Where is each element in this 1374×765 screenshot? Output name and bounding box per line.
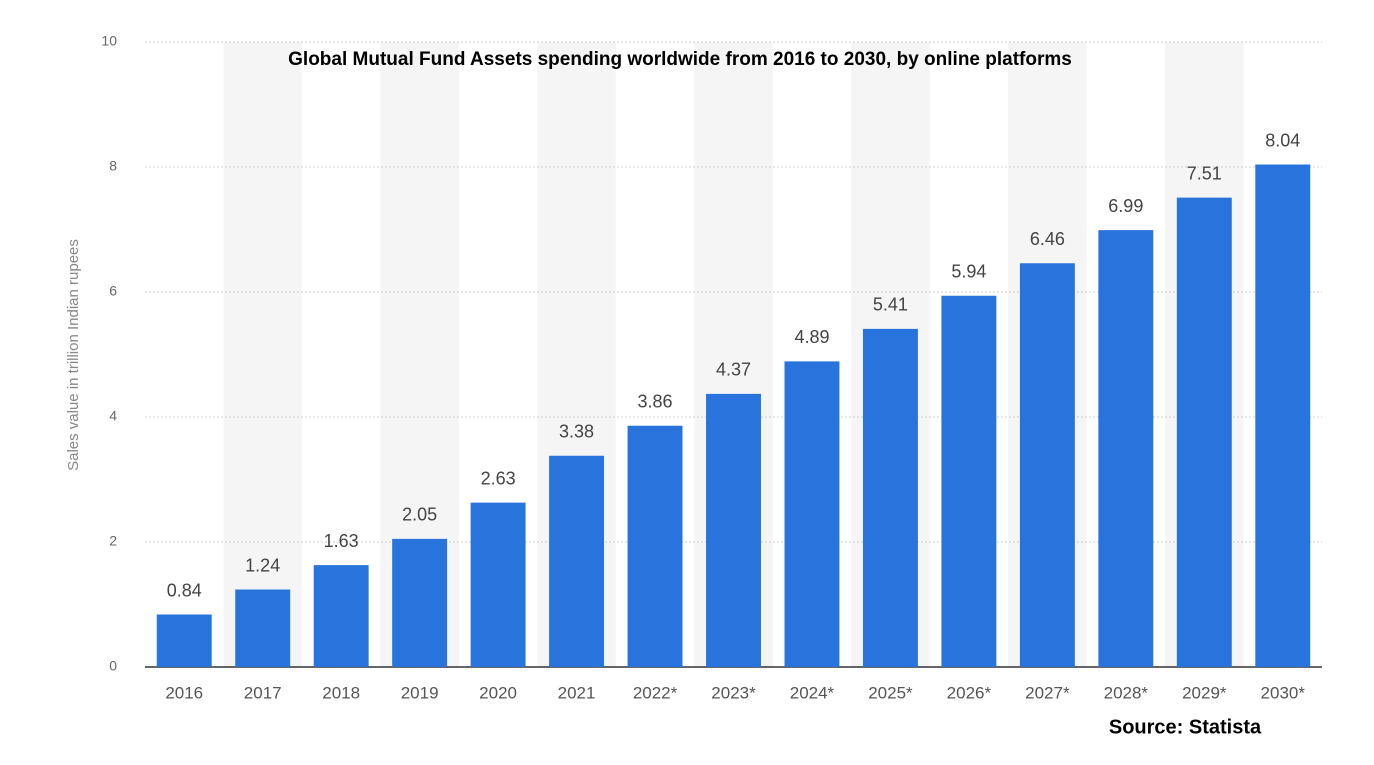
x-tick-label: 2019: [401, 683, 439, 702]
stripe: [223, 42, 302, 667]
y-tick-label: 10: [101, 33, 117, 49]
y-axis-label: Sales value in trillion Indian rupees: [65, 239, 82, 471]
bar: [784, 361, 840, 667]
x-tick-label: 2024*: [790, 683, 835, 702]
value-label: 6.99: [1108, 196, 1143, 216]
x-tick-label: 2027*: [1025, 683, 1070, 702]
value-label: 8.04: [1265, 130, 1300, 150]
y-tick-label: 6: [109, 283, 117, 299]
y-tick-label: 2: [109, 533, 117, 549]
x-tick-label: 2017: [244, 683, 282, 702]
value-label: 5.94: [951, 262, 986, 282]
bar: [706, 393, 761, 667]
chart-title: Global Mutual Fund Assets spending world…: [288, 49, 1072, 70]
bar: [1176, 197, 1232, 667]
value-label: 7.51: [1187, 163, 1222, 183]
x-tick-label: 2020: [479, 683, 517, 702]
x-tick-label: 2022*: [633, 683, 678, 702]
value-label: 3.86: [638, 392, 673, 412]
bar: [627, 425, 683, 667]
y-tick-label: 4: [109, 408, 117, 424]
x-tick-label: 2028*: [1104, 683, 1149, 702]
value-label: 6.46: [1030, 229, 1065, 249]
value-label: 4.37: [716, 360, 751, 380]
bar: [1019, 263, 1075, 667]
bar: [313, 565, 369, 667]
bar: [862, 328, 918, 667]
value-label: 3.38: [559, 422, 594, 442]
value-label: 5.41: [873, 295, 908, 315]
bar: [549, 455, 605, 667]
x-tick-label: 2025*: [868, 683, 913, 702]
value-label: 1.24: [245, 555, 280, 575]
bar: [1098, 230, 1154, 667]
y-tick-label: 0: [109, 658, 117, 674]
value-label: 2.05: [402, 505, 437, 525]
y-tick-label: 8: [109, 158, 117, 174]
x-tick-label: 2026*: [947, 683, 992, 702]
x-tick-label: 2029*: [1182, 683, 1227, 702]
bar: [392, 538, 448, 667]
x-tick-label: 2023*: [711, 683, 756, 702]
value-label: 1.63: [324, 531, 359, 551]
bar: [1255, 164, 1311, 667]
bar: [941, 295, 997, 667]
value-label: 2.63: [481, 468, 516, 488]
source: Source: Statista: [1109, 716, 1262, 738]
value-label: 4.89: [794, 327, 829, 347]
bar: [156, 614, 212, 667]
bar: [470, 502, 526, 667]
bar: [235, 589, 291, 667]
x-tick-label: 2018: [322, 683, 360, 702]
x-tick-label: 2021: [558, 683, 596, 702]
value-label: 0.84: [167, 580, 202, 600]
x-tick-label: 2016: [165, 683, 203, 702]
x-tick-label: 2030*: [1261, 683, 1306, 702]
